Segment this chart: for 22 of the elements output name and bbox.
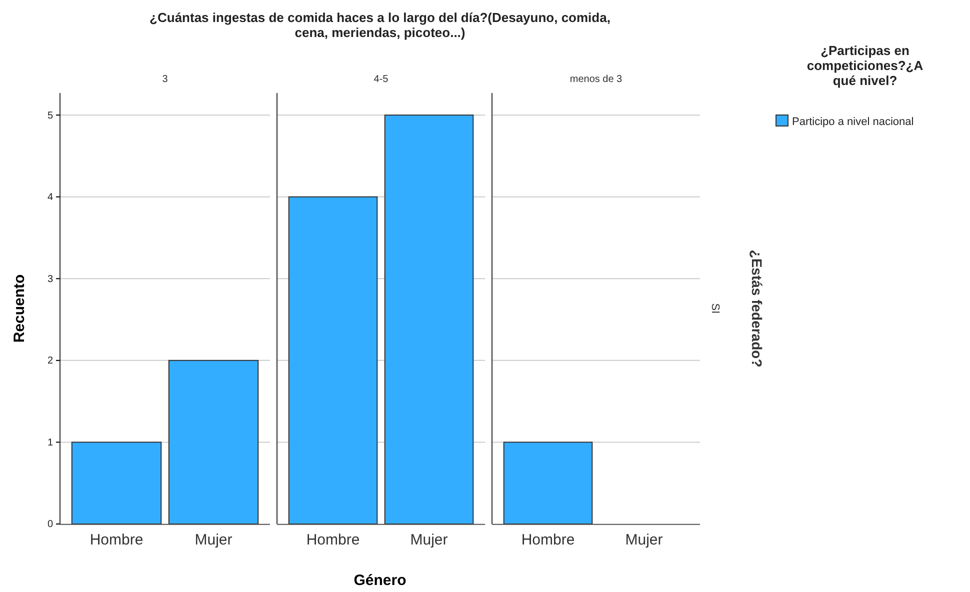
y-axis-title: Recuento [11, 274, 28, 343]
x-tick-label: Mujer [625, 532, 663, 549]
x-tick-label: Hombre [521, 532, 575, 549]
text: ¿Cuántas ingestas de comida haces a lo largo del día?(Desayuno, comida, cena, meriendas, picoteo...) [150, 10, 610, 40]
legend-title: ¿Participas en competiciones?¿A qué nivel? [806, 43, 924, 88]
y-tick-label: 0 [47, 519, 54, 530]
chart-subtitle: menos de 3 [570, 74, 623, 85]
x-axis-title: Género [354, 572, 406, 589]
x-tick-label: Hombre [90, 532, 144, 549]
y-tick-label: 5 [47, 110, 54, 122]
text: SI [709, 303, 721, 314]
x-tick-label: Mujer [410, 532, 448, 549]
y-tick-label: 3 [47, 274, 54, 285]
y-tick-label: 1 [47, 437, 54, 448]
x-tick-label: Hombre [306, 532, 360, 549]
chart-subtitle: 3 [162, 74, 168, 85]
x-tick-label: Mujer [194, 532, 232, 549]
chart-subtitle: 4-5 [374, 74, 389, 85]
y-tick-label: 4 [47, 192, 54, 204]
legend-label: Participo a nivel nacional [792, 116, 914, 128]
y-tick-label: 2 [47, 356, 54, 367]
text: ¿Estás federado? [749, 250, 765, 368]
